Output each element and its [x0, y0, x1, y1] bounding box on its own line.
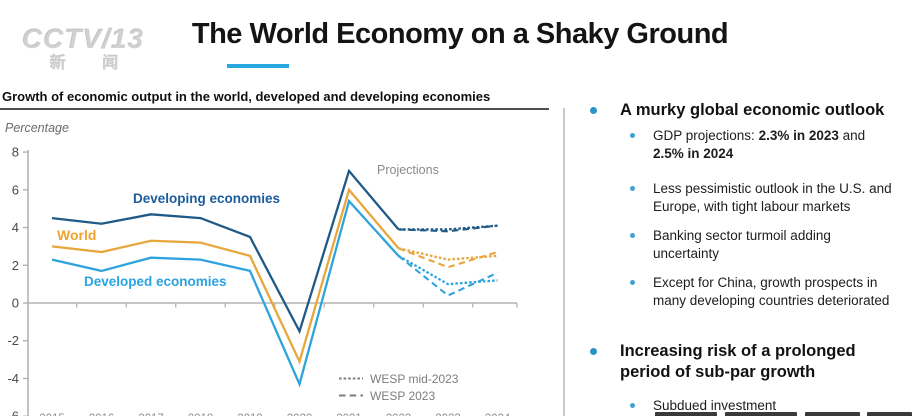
- x-axis-year-label: 2018: [188, 413, 214, 416]
- chart-title-rule: [0, 108, 549, 110]
- x-axis-year-label: 2015: [39, 413, 65, 416]
- x-axis-year-label: 2016: [89, 413, 115, 416]
- x-axis-year-label: 2023: [435, 413, 461, 416]
- bullet-icon: [630, 403, 635, 408]
- clipped-text-fragment: [725, 412, 797, 416]
- panel-heading-text: Increasing risk of a prolonged period of …: [620, 342, 856, 381]
- y-axis-unit-label: Percentage: [5, 121, 69, 135]
- y-axis-tick-label: -2: [7, 333, 19, 348]
- y-axis-tick-label: 6: [12, 182, 19, 197]
- growth-line-chart: 8 6 4 2 0 -2 -4 -6 2015 2016 2017 2018 2019 2020 2021 2…: [7, 145, 518, 416]
- bullet-icon: [590, 348, 597, 355]
- panel-bullet-text: Subdued investment: [653, 398, 777, 413]
- cctv13-logo-text: CCTV/13: [22, 23, 145, 54]
- panel-heading: A murky global economic outlook: [585, 100, 884, 121]
- series-history-world: [51, 187, 400, 365]
- panel-bullet-text: GDP projections: 2.3% in 2023 and 2.5% in…: [653, 128, 866, 161]
- y-axis-tick-label: 4: [12, 220, 19, 235]
- legend-row: WESP 2023: [339, 387, 458, 404]
- series-wesp2023-developed: [397, 255, 498, 297]
- chart-title: Growth of economic output in the world, …: [2, 89, 491, 104]
- y-axis-tick-label: -6: [7, 409, 19, 416]
- bullet-icon: [630, 186, 635, 191]
- x-axis-year-label: 2024: [485, 413, 511, 416]
- y-axis-tick-label: -4: [7, 371, 19, 386]
- y-axis-tick-label: 0: [12, 296, 19, 311]
- bullet-icon: [630, 280, 635, 285]
- legend-label: WESP 2023: [370, 388, 436, 403]
- column-divider: [563, 108, 565, 416]
- panel-bullet-item: GDP projections: 2.3% in 2023 and 2.5% in…: [585, 127, 865, 162]
- right-panel: A murky global economic outlook GDP proje…: [585, 0, 915, 416]
- cctv13-watermark-logo: CCTV/13 新 闻: [22, 24, 144, 74]
- panel-heading-text: A murky global economic outlook: [620, 101, 885, 119]
- series-history-developed: [51, 198, 400, 388]
- clipped-text-fragment: [867, 412, 912, 416]
- title-underline: [227, 64, 289, 68]
- panel-bullet-text: Less pessimistic outlook in the U.S. and…: [653, 181, 892, 214]
- clipped-text-fragment: [805, 412, 860, 416]
- chart-legend: WESP mid-2023 WESP 2023: [339, 370, 458, 404]
- series-history-developing: [51, 168, 400, 335]
- panel-bullet-text: Banking sector turmoil adding uncertainty: [653, 228, 831, 261]
- bullet-icon: [590, 107, 597, 114]
- page-title: The World Economy on a Shaky Ground: [191, 18, 729, 50]
- series-wesp2023-developing: [398, 224, 498, 233]
- panel-heading: Increasing risk of a prolonged period of …: [585, 341, 856, 383]
- bullet-icon: [630, 233, 635, 238]
- panel-bullet-text: Except for China, growth prospects in man…: [653, 275, 890, 308]
- bullet-icon: [630, 133, 635, 138]
- x-axis-year-label: 2022: [386, 413, 412, 416]
- legend-row: WESP mid-2023: [339, 370, 458, 387]
- panel-bullet-item: Subdued investment: [585, 397, 776, 415]
- clipped-text-fragment: [655, 412, 717, 416]
- legend-label: WESP mid-2023: [370, 371, 459, 386]
- x-axis-year-label: 2020: [287, 413, 313, 416]
- series-wespmid2023-developing: [398, 224, 498, 231]
- series-wespmid2023-developed: [397, 254, 498, 286]
- cctv13-logo-subtext: 新 闻: [50, 55, 135, 72]
- series-label-developing: Developing economies: [133, 191, 281, 206]
- series-label-world: World: [57, 227, 97, 243]
- y-axis-tick-label: 8: [12, 145, 19, 160]
- legend-dash-sample: [339, 377, 363, 380]
- panel-bullet-item: Less pessimistic outlook in the U.S. and…: [585, 180, 892, 215]
- x-axis-year-label: 2017: [138, 413, 164, 416]
- panel-bullet-item: Except for China, growth prospects in man…: [585, 274, 889, 309]
- series-wespmid2023-world: [398, 247, 498, 261]
- x-axis-year-label: 2021: [336, 413, 362, 416]
- series-label-developed: Developed economies: [84, 274, 227, 289]
- projections-annotation: Projections: [377, 163, 439, 177]
- legend-dash-sample: [339, 394, 363, 397]
- x-axis-year-label: 2019: [237, 413, 263, 416]
- y-axis-tick-label: 2: [12, 258, 19, 273]
- panel-bullet-item: Banking sector turmoil adding uncertainty: [585, 227, 831, 262]
